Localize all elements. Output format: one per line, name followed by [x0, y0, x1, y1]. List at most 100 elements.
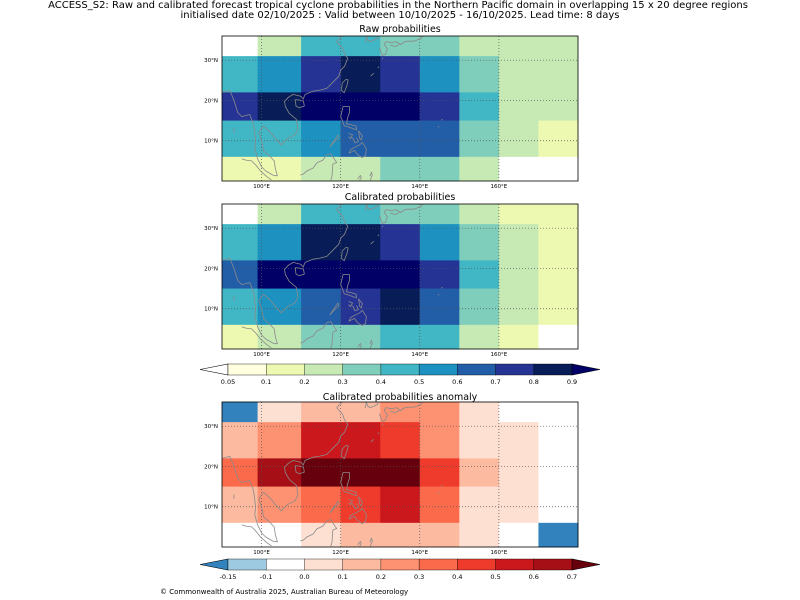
cb-anom-tick-label: 0.3 [414, 573, 424, 581]
cb-anom-tick-label: 0.1 [337, 573, 347, 581]
calibrated-coastline [370, 240, 374, 245]
anomaly-frame [221, 401, 579, 548]
raw-grid-cell [380, 92, 421, 121]
raw-coastline [348, 142, 367, 158]
raw-coastline [440, 119, 443, 121]
anomaly-grid-cell [222, 402, 258, 423]
raw-coastline [379, 35, 424, 56]
anomaly-coastline [358, 496, 363, 507]
calibrated-grid-cell [257, 224, 302, 261]
anomaly-coastline [440, 485, 443, 487]
calibrated-grid-cell [498, 324, 539, 350]
cb-anom-tick-label: 0.7 [567, 573, 577, 581]
anomaly-coastline [437, 491, 440, 494]
calibrated-grid-cell [257, 204, 302, 225]
raw-grid-cell [301, 120, 342, 158]
anomaly-grid-cell [459, 486, 500, 524]
cb-prob-tick-label: 0.1 [261, 378, 271, 386]
calibrated-y-tick-label: 30°N [204, 226, 218, 232]
raw-grid-cell [301, 56, 342, 93]
anomaly-coastline [377, 432, 380, 435]
calibrated-grid-cell [340, 224, 381, 261]
calibrated-grid-cell [301, 224, 342, 261]
calibrated-grid-cell [419, 288, 460, 326]
anomaly-grid-cell [301, 458, 421, 487]
anomaly-grid-cell [538, 402, 579, 423]
anomaly-x-tick-label: 160°E [491, 550, 508, 556]
raw-x-tick-label: 140°E [411, 184, 428, 190]
anomaly-panel: Calibrated probabilities anomaly 100°E 12… [204, 392, 579, 556]
anomaly-coastline [300, 519, 338, 547]
calibrated-grid-cell [380, 204, 460, 225]
calibrated-coastline [348, 310, 367, 326]
raw-coastline [329, 134, 340, 148]
cb-anom-swatch [304, 558, 344, 571]
calibrated-coastline [358, 298, 363, 309]
calibrated-grid-cell [538, 288, 579, 326]
cb-prob-swatch [380, 363, 420, 376]
anomaly-x-tick-label: 120°E [332, 550, 349, 556]
anomaly-coastline [390, 410, 400, 413]
anomaly-grid-cell [419, 458, 460, 487]
calibrated-grid-cell [380, 288, 421, 326]
calibrated-coastline [437, 293, 440, 296]
anomaly-coastline [357, 541, 362, 547]
anomaly-x-tick-label: 100°E [253, 550, 270, 556]
anomaly-coastline [379, 401, 424, 422]
calibrated-coastline [377, 234, 380, 237]
calibrated-grid-cell [380, 224, 421, 261]
calibrated-coastline [352, 305, 359, 312]
anomaly-grid-cell [340, 422, 381, 459]
calibrated-probabilities-title: Calibrated probabilities [345, 192, 456, 203]
raw-grid-cell [419, 56, 460, 93]
calibrated-grid-cell [498, 288, 539, 326]
cb-anom-low-extension [199, 558, 229, 571]
cb-anom-tick-label: 0.4 [452, 573, 462, 581]
calibrated-grid-cell [459, 224, 500, 261]
cb-prob-tick-label: 0.3 [337, 378, 347, 386]
anomaly-grid-cell [222, 458, 258, 487]
anomaly-grid-cell [257, 458, 302, 487]
raw-grid-cell [498, 36, 579, 57]
calibrated-grid-cell [538, 224, 579, 261]
anomaly-grid-cell [257, 486, 302, 524]
anomaly-grid-cell [301, 486, 342, 524]
raw-coastline [294, 99, 305, 109]
raw-grid-cell [222, 92, 258, 121]
calibrated-coastline [440, 287, 443, 289]
cb-anom-tick-label: -0.1 [260, 573, 273, 581]
cb-prob-swatch [457, 363, 497, 376]
figure-title-line2: initialised date 02/10/2025 : Valid betw… [180, 10, 619, 21]
anomaly-grid-cell [380, 422, 421, 459]
cb-anom-swatch [495, 558, 535, 571]
calibrated-grid-cell [459, 288, 500, 326]
cb-prob-swatch [533, 363, 573, 376]
cb-prob-swatch [495, 363, 535, 376]
anomaly-coastline [381, 423, 384, 426]
raw-grid-cell [257, 56, 302, 93]
calibrated-x-tick-label: 120°E [332, 352, 349, 358]
anomaly-grid-cell [380, 402, 460, 423]
cb-prob-swatch [266, 363, 305, 376]
anomaly-grid-cell [257, 522, 302, 548]
anomaly-coastline [294, 465, 305, 475]
anomaly-grid-cell [257, 402, 302, 423]
raw-grid-cell [459, 56, 500, 93]
raw-grid-cell [498, 56, 579, 93]
anomaly-coastline [352, 503, 359, 510]
raw-coastline [340, 106, 357, 131]
raw-grid-cell [301, 92, 342, 121]
calibrated-grid-cell [222, 204, 258, 225]
anomaly-coastline [370, 438, 374, 443]
anomaly-grid-cell [498, 458, 539, 487]
anomaly-grid-cell [459, 402, 500, 423]
cb-anom-swatch [418, 558, 458, 571]
cb-prob-tick-label: 0.5 [414, 378, 424, 386]
raw-y-tick-label: 10°N [204, 139, 218, 145]
raw-grid-cell [498, 156, 579, 182]
anomaly-coastline [329, 500, 340, 514]
calibrated-y-tick-label: 10°N [204, 307, 218, 313]
cb-anom-swatch [380, 558, 420, 571]
cb-prob-low-extension [199, 363, 229, 376]
cb-prob-swatch [304, 363, 344, 376]
